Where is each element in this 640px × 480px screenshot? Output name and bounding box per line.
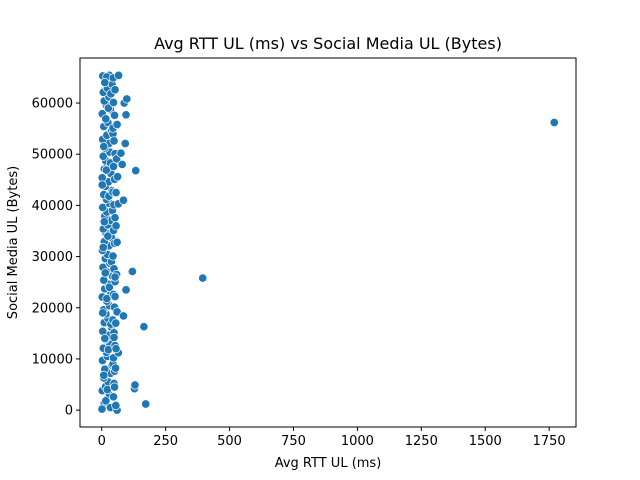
data-point [108, 251, 118, 261]
x-tick-label: 1000 [341, 434, 374, 449]
data-point [98, 308, 108, 318]
x-tick-label: 0 [98, 434, 106, 449]
x-axis-ticks: 0 250 500 750 1000 1250 1500 1750 [98, 427, 566, 449]
data-point [99, 141, 109, 152]
data-point [113, 172, 123, 182]
data-point [108, 97, 119, 108]
data-point [109, 136, 119, 146]
data-point [110, 291, 120, 302]
data-point [99, 217, 109, 227]
data-point [198, 273, 208, 283]
data-point [131, 166, 141, 176]
y-tick-label: 30000 [32, 250, 73, 265]
y-tick-label: 10000 [32, 352, 73, 367]
data-point [110, 363, 121, 373]
y-tick-label: 0 [65, 404, 73, 419]
data-point [110, 272, 120, 282]
y-tick-label: 60000 [32, 97, 73, 112]
y-axis-label: Social Media UL (Bytes) [6, 166, 21, 319]
data-point [103, 231, 113, 241]
data-point [139, 322, 149, 332]
x-tick-label: 250 [153, 434, 178, 449]
data-point [108, 161, 119, 172]
data-point [109, 382, 120, 392]
data-point [120, 138, 130, 149]
x-tick-label: 1250 [405, 434, 438, 449]
data-point [97, 404, 107, 414]
y-tick-label: 40000 [32, 199, 73, 214]
scatter-points [97, 70, 559, 415]
data-point [100, 78, 110, 88]
axes [79, 57, 577, 428]
data-point [97, 180, 107, 190]
data-point [101, 114, 111, 124]
data-point [122, 94, 132, 104]
y-axis-ticks: 0 10000 20000 30000 40000 50000 60000 [32, 97, 80, 419]
data-point [114, 70, 124, 80]
x-tick-label: 1500 [469, 434, 502, 449]
x-tick-label: 1750 [533, 434, 566, 449]
data-point [104, 282, 114, 292]
data-point [111, 400, 121, 411]
data-point [109, 332, 119, 342]
data-point [112, 119, 122, 130]
data-point [116, 148, 126, 158]
data-point [98, 202, 108, 212]
data-point [101, 396, 111, 406]
data-point [127, 266, 137, 276]
data-point [130, 380, 140, 390]
data-point [112, 237, 122, 247]
data-point [121, 285, 131, 295]
data-point [100, 333, 110, 344]
data-point [109, 110, 120, 120]
data-point [549, 117, 559, 128]
data-point [141, 399, 151, 409]
y-tick-label: 20000 [32, 301, 73, 316]
data-point [103, 103, 113, 113]
data-point [111, 318, 121, 328]
data-point [118, 195, 129, 205]
data-point [112, 307, 122, 317]
data-point [100, 268, 110, 278]
chart-title: Avg RTT UL (ms) vs Social Media UL (Byte… [154, 34, 502, 53]
data-point [118, 311, 129, 321]
data-point [99, 370, 109, 380]
y-tick-label: 50000 [32, 148, 73, 163]
data-point [111, 344, 121, 354]
data-point [111, 221, 121, 231]
data-point [108, 392, 119, 402]
data-point [101, 165, 111, 175]
plot-frame [79, 57, 577, 428]
data-point [111, 188, 121, 198]
data-point [110, 213, 120, 223]
data-point [121, 110, 131, 120]
x-axis-label: Avg RTT UL (ms) [275, 456, 382, 471]
x-tick-label: 750 [281, 434, 306, 449]
data-point [110, 85, 120, 95]
data-point [117, 159, 127, 170]
data-point [98, 242, 108, 252]
x-tick-label: 500 [217, 434, 242, 449]
